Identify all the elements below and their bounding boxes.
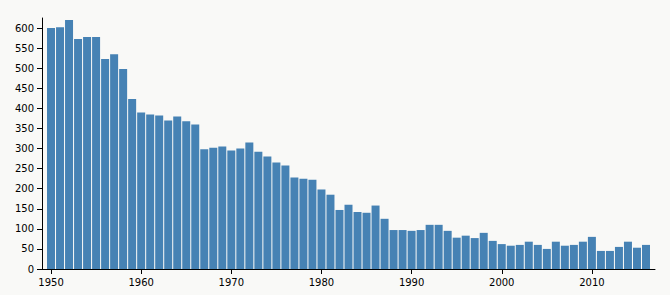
svg-text:0: 0 <box>28 264 34 275</box>
svg-text:300: 300 <box>15 143 34 154</box>
svg-text:1990: 1990 <box>399 277 424 288</box>
svg-text:250: 250 <box>15 163 34 174</box>
svg-text:500: 500 <box>15 63 34 74</box>
svg-text:1960: 1960 <box>128 277 153 288</box>
svg-text:2010: 2010 <box>579 277 604 288</box>
svg-text:400: 400 <box>15 103 34 114</box>
svg-text:200: 200 <box>15 183 34 194</box>
svg-text:1980: 1980 <box>309 277 334 288</box>
svg-text:1970: 1970 <box>219 277 244 288</box>
svg-text:600: 600 <box>15 23 34 34</box>
svg-text:350: 350 <box>15 123 34 134</box>
svg-text:550: 550 <box>15 43 34 54</box>
svg-text:450: 450 <box>15 83 34 94</box>
svg-text:100: 100 <box>15 223 34 234</box>
svg-text:2000: 2000 <box>489 277 514 288</box>
svg-text:50: 50 <box>21 243 34 254</box>
svg-text:150: 150 <box>15 203 34 214</box>
svg-text:1950: 1950 <box>38 277 63 288</box>
